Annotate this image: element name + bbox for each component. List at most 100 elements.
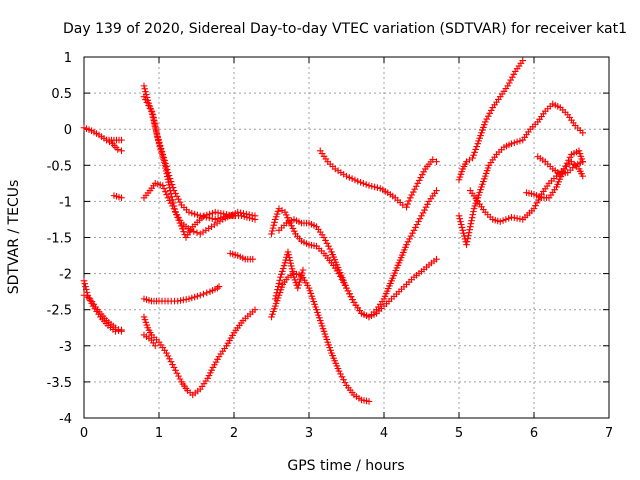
data-point (346, 174, 353, 181)
data-point (118, 147, 125, 155)
data-point (145, 102, 152, 109)
data-point (161, 162, 169, 169)
data-point (185, 295, 193, 303)
series-arc-17 (316, 147, 440, 211)
data-point (163, 191, 170, 199)
data-point (151, 342, 159, 350)
data-point (508, 140, 515, 147)
data-point (174, 213, 181, 221)
data-point (170, 205, 178, 212)
data-point (466, 223, 474, 230)
data-point (565, 156, 572, 164)
data-point (114, 146, 122, 153)
data-point (335, 367, 343, 375)
data-point (487, 107, 495, 114)
data-point (118, 136, 125, 144)
data-point (167, 190, 175, 197)
data-point (322, 237, 329, 244)
data-point (505, 215, 512, 222)
data-point (196, 291, 204, 299)
series-arc-3 (110, 192, 125, 202)
data-point (153, 131, 161, 139)
data-point (407, 232, 415, 240)
data-point (413, 221, 421, 228)
data-point (163, 170, 171, 178)
data-point (288, 262, 295, 270)
y-tick-label: 0 (64, 123, 72, 138)
data-point (294, 284, 302, 292)
data-point (166, 184, 173, 192)
series-arc-21 (523, 147, 587, 202)
data-point (169, 196, 176, 204)
data-point (340, 376, 347, 384)
data-point (357, 178, 364, 186)
data-point (150, 116, 157, 124)
data-point (508, 73, 516, 81)
data-point (285, 251, 292, 259)
data-point (290, 271, 297, 278)
y-tick-label: -1.5 (47, 232, 72, 247)
data-point (82, 286, 90, 293)
data-point (344, 287, 352, 295)
data-point (416, 215, 424, 223)
data-point (268, 230, 275, 238)
data-point (152, 125, 159, 133)
data-point (429, 156, 437, 163)
data-point (162, 164, 169, 172)
data-point (532, 202, 539, 210)
data-point (471, 149, 478, 156)
data-point (251, 306, 259, 313)
data-point (191, 293, 198, 301)
data-point (415, 177, 423, 184)
data-point (486, 110, 494, 117)
data-point (176, 375, 184, 383)
data-point (176, 219, 184, 227)
data-point (180, 228, 187, 236)
data-point (289, 268, 296, 275)
data-point (414, 180, 422, 187)
data-point (351, 176, 359, 184)
data-point (200, 212, 208, 220)
data-point (272, 292, 280, 300)
data-point (194, 211, 201, 219)
data-point (268, 227, 276, 235)
data-point (173, 369, 181, 377)
data-point (149, 113, 157, 121)
data-point (148, 107, 155, 115)
data-point (175, 372, 182, 380)
data-point (274, 283, 282, 290)
chart-title: Day 139 of 2020, Sidereal Day-to-day VTE… (63, 21, 627, 37)
data-point (496, 218, 504, 225)
series-arc-1 (80, 124, 125, 155)
data-point (349, 296, 356, 303)
x-tick-label: 7 (605, 426, 613, 441)
data-point (455, 212, 463, 220)
data-point (579, 172, 587, 180)
y-tick-label: -2 (59, 268, 72, 283)
series-arc-2 (103, 136, 125, 144)
data-point (154, 134, 161, 142)
data-point (481, 118, 489, 126)
data-point (175, 216, 183, 224)
data-point (286, 254, 293, 261)
series-arc-15 (268, 270, 373, 405)
data-point (275, 280, 283, 287)
data-point (346, 290, 353, 298)
data-point (458, 224, 466, 231)
data-point (468, 217, 475, 224)
data-point (200, 290, 207, 298)
series-arc-6 (140, 82, 259, 223)
data-point (337, 370, 344, 378)
data-point (408, 191, 416, 199)
data-point (299, 266, 307, 274)
data-point (276, 277, 284, 284)
data-point (143, 99, 151, 106)
data-point (155, 140, 163, 147)
data-point (464, 235, 472, 243)
data-point (469, 211, 477, 218)
data-point (424, 200, 431, 208)
data-point (502, 216, 510, 223)
data-point (371, 183, 378, 191)
data-point (157, 146, 165, 154)
series-arc-14 (275, 187, 440, 321)
